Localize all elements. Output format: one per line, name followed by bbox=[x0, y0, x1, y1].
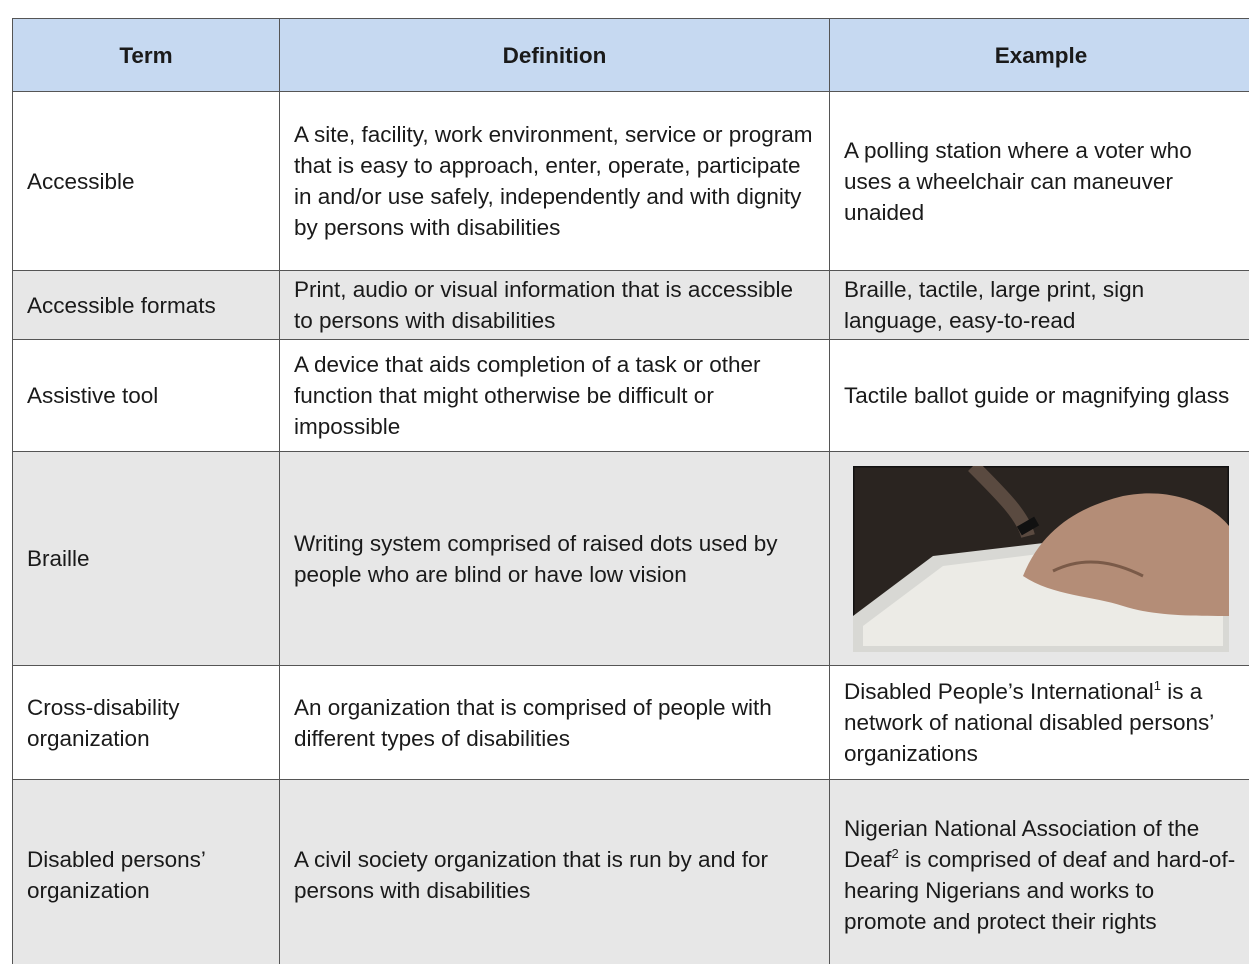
footnote-marker: 1 bbox=[1153, 678, 1162, 693]
header-cell: Term bbox=[12, 18, 280, 92]
terms-table: Term Definition Example Accessible A site… bbox=[12, 18, 1249, 964]
definition-cell: A civil society organization that is run… bbox=[279, 779, 830, 964]
term-cell: Braille bbox=[12, 451, 280, 666]
example-cell bbox=[829, 451, 1249, 666]
example-cell: Braille, tactile, large print, sign lang… bbox=[829, 270, 1249, 340]
definition-cell: Print, audio or visual information that … bbox=[279, 270, 830, 340]
example-text: Nigerian National Association of the Dea… bbox=[844, 815, 1200, 872]
definition-cell: Writing system comprised of raised dots … bbox=[279, 451, 830, 666]
definition-cell: A device that aids completion of a task … bbox=[279, 339, 830, 452]
header-cell: Example bbox=[829, 18, 1249, 92]
example-text: is comprised of deaf and hard-of-hearing… bbox=[844, 846, 1236, 934]
example-cell: Tactile ballot guide or magnifying glass bbox=[829, 339, 1249, 452]
example-text: Disabled People’s International bbox=[844, 679, 1154, 704]
header-cell: Definition bbox=[279, 18, 830, 92]
term-cell: Cross-disability organization bbox=[12, 665, 280, 780]
braille-photo bbox=[853, 465, 1229, 652]
table-container: Term Definition Example Accessible A site… bbox=[12, 18, 1249, 964]
example-cell: A polling station where a voter who uses… bbox=[829, 91, 1249, 271]
table-row: Cross-disability organization An organiza… bbox=[12, 665, 1249, 780]
example-text: is a network of national disabled person… bbox=[844, 679, 1214, 766]
footnote-marker: 2 bbox=[891, 845, 899, 861]
header-row: Term Definition Example bbox=[12, 18, 1249, 92]
example-cell: Disabled People’s International1 is a ne… bbox=[829, 665, 1249, 780]
table-row: Accessible A site, facility, work environ… bbox=[12, 91, 1249, 271]
example-cell: Nigerian National Association of the Dea… bbox=[829, 779, 1249, 964]
table-row: Assistive tool A device that aids complet… bbox=[12, 339, 1249, 452]
definition-cell: An organization that is comprised of peo… bbox=[279, 665, 830, 780]
table-row: Braille Writing system comprised of raise… bbox=[12, 451, 1249, 666]
term-cell: Accessible formats bbox=[12, 270, 280, 340]
term-cell: Accessible bbox=[12, 91, 280, 271]
term-cell: Disabled persons’ organization bbox=[12, 779, 280, 964]
table-body: Accessible A site, facility, work environ… bbox=[12, 91, 1249, 964]
definition-cell: A site, facility, work environment, serv… bbox=[279, 91, 830, 271]
term-cell: Assistive tool bbox=[12, 339, 280, 452]
table-row: Disabled persons’ organization A civil so… bbox=[12, 779, 1249, 964]
table-row: Accessible formats Print, audio or visual… bbox=[12, 270, 1249, 340]
